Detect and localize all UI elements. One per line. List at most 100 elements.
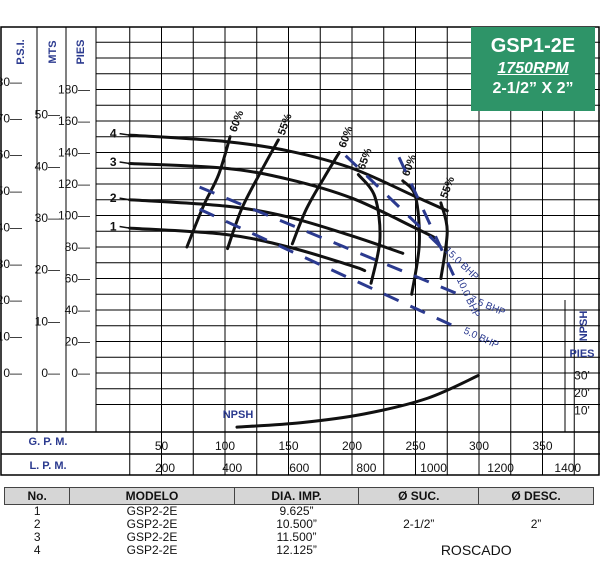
efficiency-line [356,173,382,285]
gpm-tick-label: 250 [405,439,425,453]
row-no: 1 [33,504,41,518]
psi-tick-label: 10— [0,330,22,344]
curve-leader [119,225,130,229]
row-modelo: GSP2-2E [126,543,178,557]
pies-tick-label: 140— [58,146,90,160]
gpm-tick-label: 100 [215,439,235,453]
efficiency-line [401,179,421,296]
curve-leader [119,132,130,136]
mts-tick-label: 0— [41,366,60,380]
mts-tick-label: 30— [35,211,60,225]
efficiency-line [226,138,280,251]
lpm-tick-label: 400 [222,461,242,475]
table-row: 2 GSP2-2E 10.500” 2-1/2” 2” [5,518,594,531]
bhp-line [199,185,467,299]
discharge-size: 2” [530,517,542,531]
mts-tick-label: 40— [35,159,60,173]
head-curve-3 [128,162,437,240]
row-dia: 10.500” [276,517,317,531]
psi-tick-label: 70— [0,111,22,125]
gpm-tick-label: 50 [155,439,169,453]
efficiency-line [185,135,232,249]
suction-size: 2-1/2” [403,517,435,531]
model-size: 2-1/2” X 2” [492,80,574,97]
pies-tick-label: 0— [71,366,90,380]
bhp-line [397,156,455,276]
row-dia: 11.500” [276,530,317,544]
table-row: 3 GSP2-2E 11.500” [5,531,594,544]
row-modelo: GSP2-2E [126,517,178,531]
gpm-tick-label: 350 [532,439,552,453]
col-dia-imp: DIA. IMP. [233,487,360,505]
efficiency-label: 55% [438,175,457,200]
gpm-tick-label: 150 [278,439,298,453]
psi-tick-label: 0— [3,366,22,380]
head-curve-2 [128,198,405,255]
row-dia: 9.625” [279,504,314,518]
axes: P.S.I. MTS PIES G. P. M. L. P. M. NPSH N… [15,39,595,472]
npsh-curve [235,374,480,429]
psi-tick-label: 50— [0,184,22,198]
lpm-tick-label: 800 [356,461,376,475]
npsh-curve-label: NPSH [223,409,254,421]
npsh-tick-label: 20' [574,386,590,400]
lpm-tick-label: 1400 [554,461,581,475]
npsh-side-label: NPSH [578,311,590,342]
lpm-axis-label: L. P. M. [29,460,66,472]
efficiency-line [290,151,341,246]
mts-tick-label: 10— [35,314,60,328]
gpm-tick-label: 200 [342,439,362,453]
curve-label: 1 [110,220,117,234]
pies-tick-label: 40— [65,303,90,317]
mts-tick-label: 20— [35,263,60,277]
curve-label: 3 [110,155,117,169]
row-modelo: GSP2-2E [126,504,178,518]
efficiency-line [439,201,449,280]
lpm-tick-label: 600 [289,461,309,475]
pies-tick-label: 100— [58,209,90,223]
pies-tick-label: 120— [58,177,90,191]
spec-table-header: No. MODELO DIA. IMP. Ø SUC. Ø DESC. [3,487,594,505]
col-suc: Ø SUC. [358,487,480,505]
pies-tick-label: 60— [65,272,90,286]
row-modelo: GSP2-2E [126,530,178,544]
row-dia: 12.125” [276,543,317,557]
curve-leader [119,161,130,165]
npsh-tick-label: 30' [574,369,590,383]
lpm-tick-label: 1000 [420,461,447,475]
lpm-tick-label: 1200 [487,461,514,475]
table-row: 1 GSP2-2E 9.625” [5,505,594,519]
tick-labels: 80—70—60—50—40—30—20—10—0—50—40—30—20—10… [0,75,590,475]
curve-label: 4 [110,127,117,141]
psi-axis-label: P.S.I. [15,39,27,64]
table-row: 4 GSP2-2E 12.125” ROSCADO [5,543,594,557]
row-no: 4 [33,543,41,557]
model-rpm: 1750RPM [497,60,569,77]
col-desc: Ø DESC. [478,487,594,505]
pies-axis-label: PIES [75,39,87,64]
pump-curve-chart: P.S.I. MTS PIES G. P. M. L. P. M. NPSH N… [0,26,600,476]
pies-tick-label: 180— [58,83,90,97]
npsh-tick-label: 10' [574,404,590,418]
model-name: GSP1-2E [490,35,576,57]
col-no: No. [3,487,71,505]
psi-tick-label: 80— [0,75,22,89]
lpm-tick-label: 200 [155,461,175,475]
pies-tick-label: 80— [65,240,90,254]
model-title-box: GSP1-2E 1750RPM 2-1/2” X 2” [471,27,595,111]
pies-tick-label: 20— [65,335,90,349]
psi-tick-label: 60— [0,148,22,162]
spec-table: No. MODELO DIA. IMP. Ø SUC. Ø DESC. 1 GS… [3,487,594,557]
row-no: 2 [33,517,41,531]
npsh-units-label: PIES [569,348,594,360]
bhp-line [344,154,442,249]
curve-leader [119,197,130,201]
psi-tick-label: 20— [0,293,22,307]
mts-axis-label: MTS [47,40,59,63]
row-no: 3 [33,530,41,544]
gpm-tick-label: 300 [469,439,489,453]
pump-curves: 4 3 2 1 [110,127,480,429]
col-modelo: MODELO [69,487,235,505]
pies-tick-label: 160— [58,114,90,128]
plot-frame [0,26,600,476]
